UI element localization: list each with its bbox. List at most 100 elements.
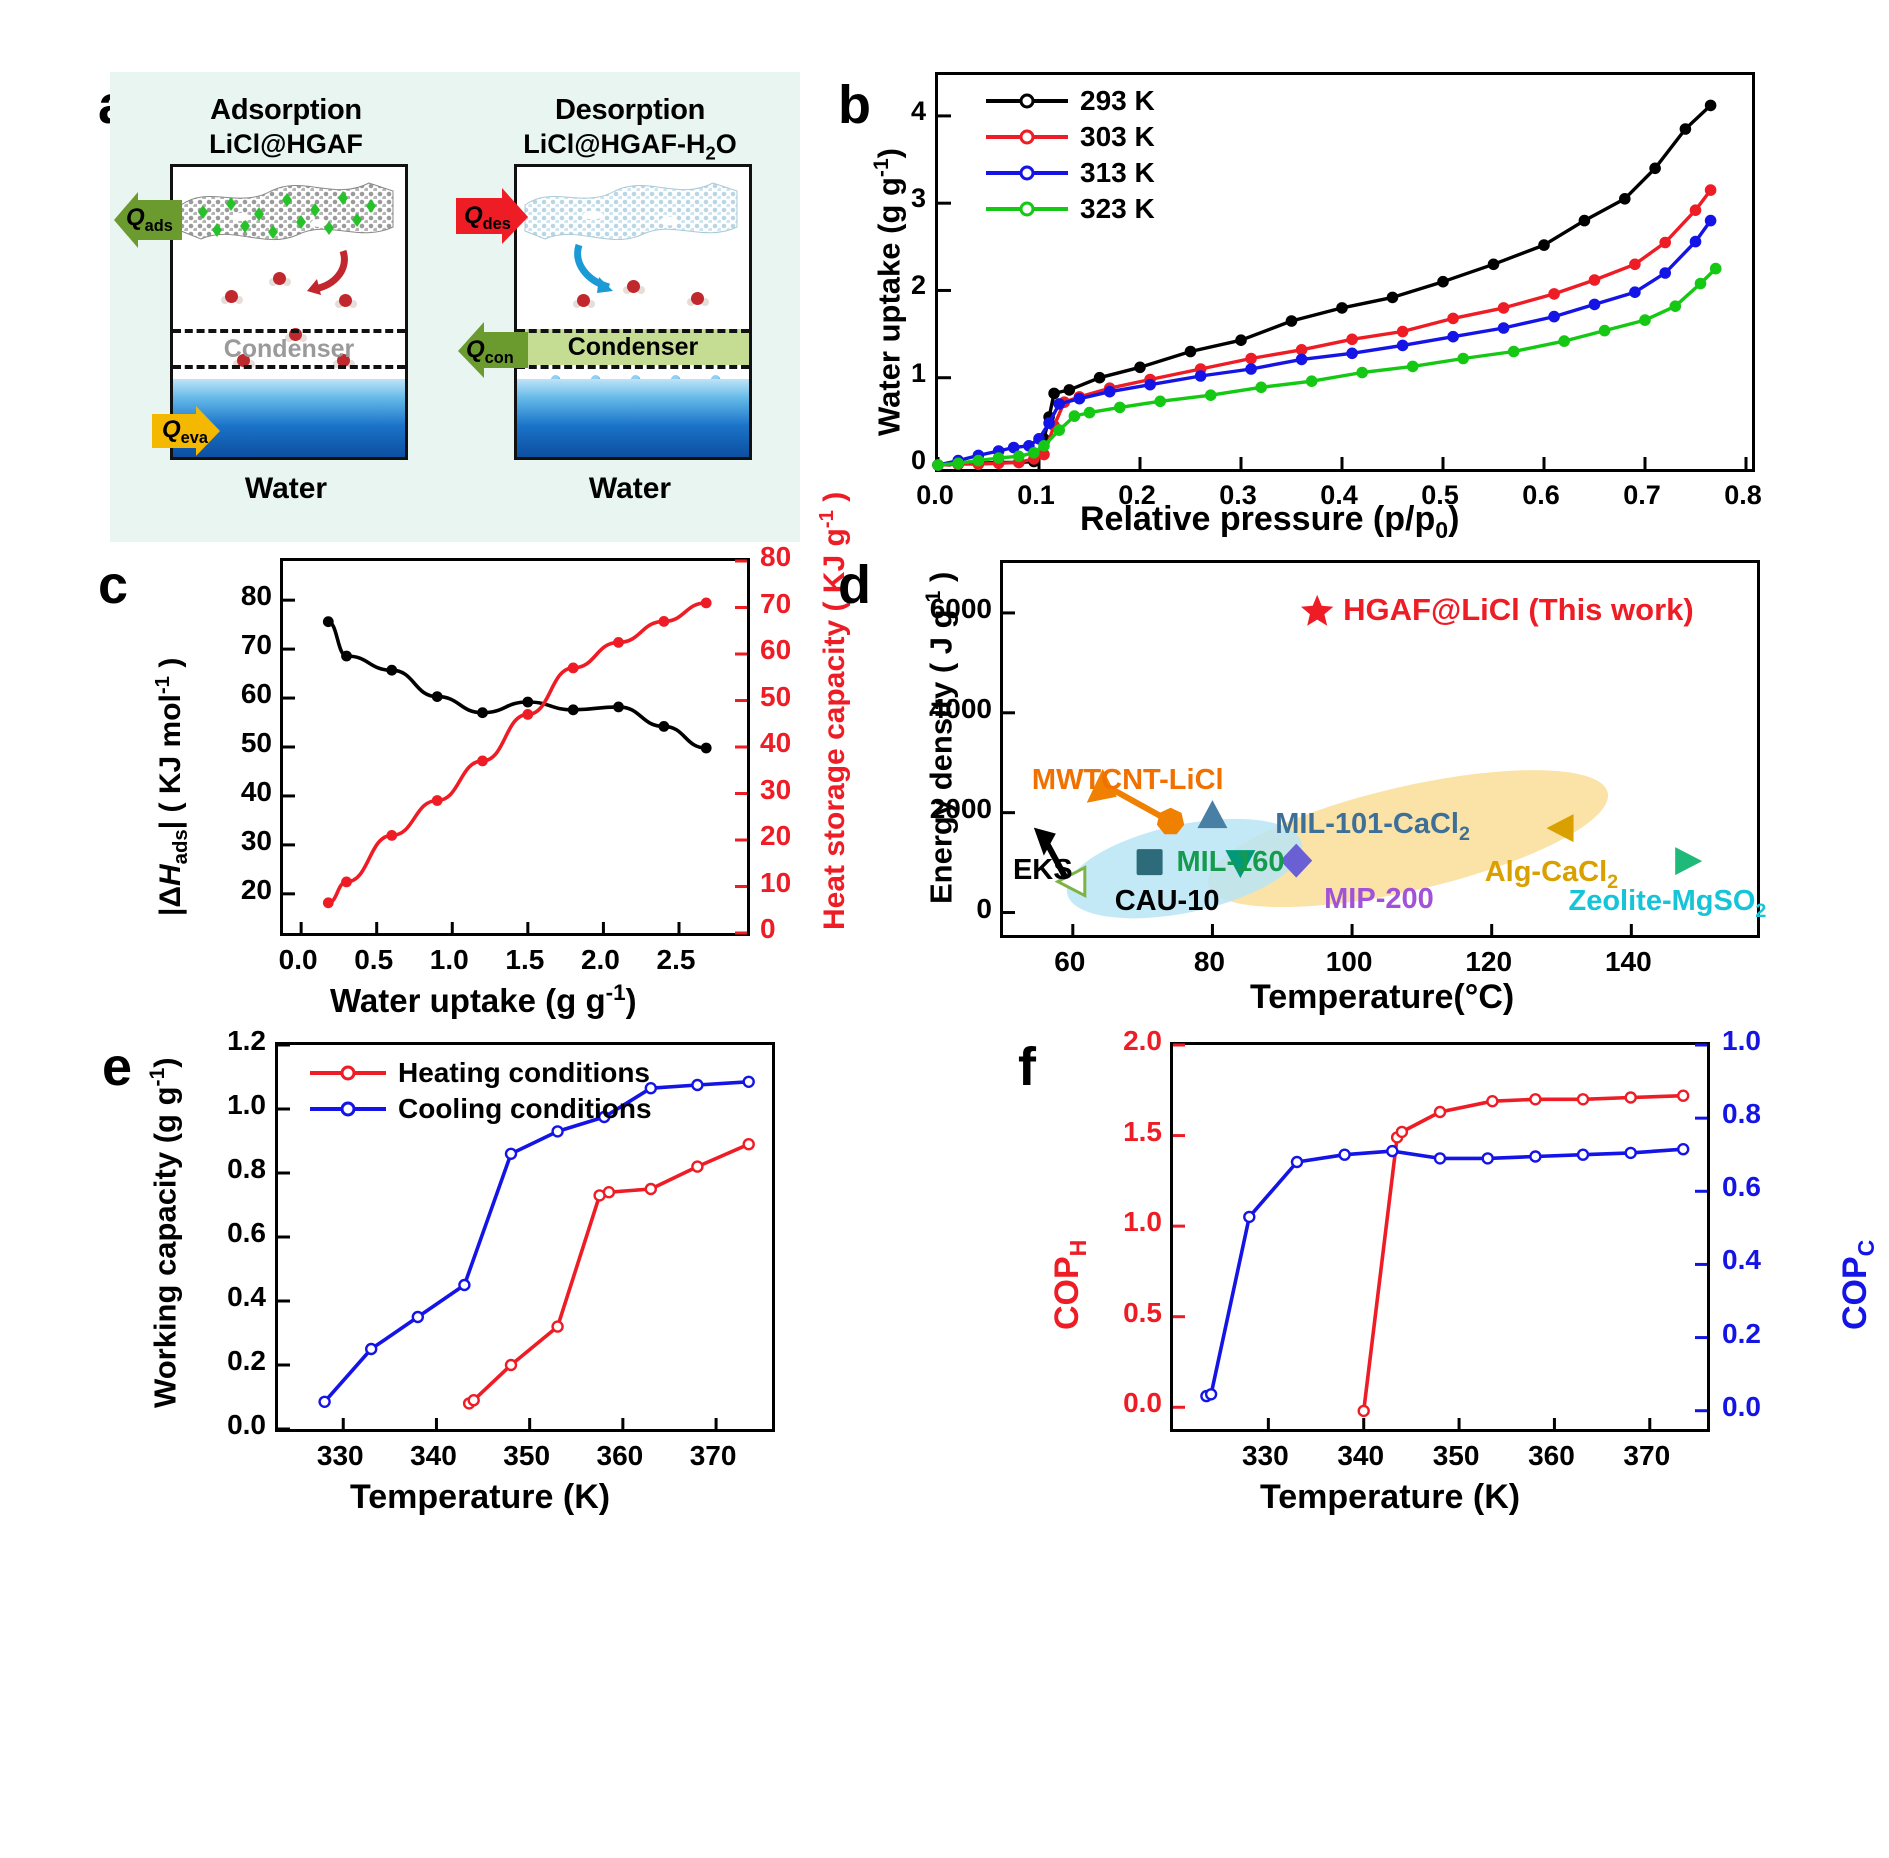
q-eva-arrow	[152, 406, 220, 456]
tick-label: 40	[240, 775, 272, 807]
adsorption-subtitle: LiCl@HGAF	[209, 129, 363, 159]
tick-label: 2.5	[656, 944, 696, 975]
panel-e-y-axis-title: Working capacity (g g-1)	[146, 1057, 183, 1408]
tick-label: 1.0	[1722, 1025, 1761, 1056]
tick-label: 2.0	[1123, 1025, 1162, 1056]
tick-label: 70	[760, 587, 792, 619]
tick-label: 0	[976, 892, 992, 924]
tick-label: 0.4	[1722, 1244, 1761, 1276]
legend-swatch	[310, 1101, 386, 1117]
legend-label: 293 K	[1080, 85, 1155, 116]
panel-a-schematic: Adsorption LiCl@HGAF	[110, 72, 800, 542]
panel-f-curves	[1173, 1043, 1707, 1429]
point-label: MWTCNT-LiCl	[1031, 763, 1224, 796]
tick-label: 0.4	[1320, 480, 1358, 510]
tick-label: 2.0	[580, 944, 620, 975]
tick-label: 340	[410, 1440, 457, 1471]
legend-label: Cooling conditions	[398, 1093, 652, 1124]
water-molecule	[221, 289, 243, 304]
tick-label: 0.0	[1123, 1387, 1162, 1419]
panel-c-x-axis-title: Water uptake (g g-1)	[330, 980, 637, 1019]
q-ads-sub: ads	[144, 216, 173, 235]
panel-f-cop: 0.0 0.5 1.0 1.5 2.0 0.0 0.2 0.4 0.6 0.8 1.0 330 34…	[1000, 1025, 1880, 1530]
blue-cluster-ellipse	[1066, 818, 1303, 919]
condenser-label-adsorption: Condenser	[223, 335, 355, 363]
tick-label: 350	[1432, 1440, 1480, 1471]
graphene-sheet-adsorption	[180, 182, 394, 241]
tick-label: 50	[760, 680, 792, 712]
desorption-title: Desorption	[554, 94, 706, 126]
condenser-band	[517, 329, 749, 365]
panel-label-d: d	[838, 555, 871, 615]
tick-label: 30	[240, 824, 272, 856]
tick-label: 70	[240, 629, 272, 661]
tick-label: 0.8	[227, 1153, 266, 1184]
panel-e-plot-area: Heating conditions Cooling conditions	[275, 1042, 775, 1432]
tick-label: 0.8	[1722, 1098, 1761, 1130]
tick-label: 1	[910, 357, 926, 388]
desorption-cell: Condenser	[514, 164, 752, 460]
tick-label: 40	[760, 727, 792, 758]
tick-label: 370	[1623, 1440, 1671, 1471]
panel-f-left-y-axis-title: COPH	[1048, 1239, 1091, 1330]
tick-label: 0.6	[227, 1217, 266, 1248]
condenser-line-top	[173, 329, 405, 333]
tick-label: 340	[1337, 1440, 1385, 1471]
q-con-sub: con	[484, 348, 514, 367]
q-des-sub: des	[482, 214, 511, 233]
panel-b-x-axis-title: Relative pressure (p/p0)	[1080, 500, 1460, 543]
tick-label: 0.2	[227, 1345, 266, 1376]
tick-label: 330	[1241, 1440, 1289, 1471]
water-molecule	[233, 353, 255, 368]
tick-label: 0.6	[1722, 1171, 1761, 1203]
legend-swatch	[986, 201, 1068, 217]
tick-label: 20	[240, 873, 272, 905]
q-eva-label: Q	[162, 416, 181, 443]
adsorption-flow-arrow	[307, 249, 348, 295]
panel-b-legend: 293 K 303 K 313 K 323 K	[984, 85, 1155, 229]
panel-d-y-axis-title: Energy density ( J g-1 )	[922, 571, 959, 904]
tick-label: 60	[240, 678, 272, 710]
legend-item: Heating conditions	[308, 1057, 652, 1089]
point-label: HGAF@LiCl (This work)	[1343, 591, 1694, 627]
legend-item: Cooling conditions	[308, 1093, 652, 1125]
tick-label: 120	[1465, 946, 1513, 977]
legend-swatch	[986, 129, 1068, 145]
graphene-sheet-desorption	[524, 182, 738, 241]
tick-label: 0.5	[1123, 1296, 1162, 1328]
tick-label: 1.5	[505, 944, 545, 975]
tick-label: 330	[316, 1440, 364, 1471]
panel-d-comparison: HGAF@LiCl (This work) MWTCNT-LiCl MIL-101-…	[830, 548, 1870, 1018]
tick-label: 1.0	[1123, 1206, 1162, 1238]
orange-cluster-ellipse	[1207, 770, 1609, 908]
water-label-right: Water	[588, 472, 672, 505]
tick-label: 0.2	[1118, 480, 1156, 510]
q-ads-label: Q	[126, 204, 145, 231]
tick-label: 0.1	[1017, 480, 1055, 510]
desorption-header: Desorption LiCl@HGAF-H2O	[480, 94, 780, 164]
condenser-line-bottom	[517, 365, 749, 369]
tick-label: 20	[760, 820, 792, 851]
legend-item: 303 K	[984, 121, 1155, 153]
adsorption-cell: Condenser	[170, 164, 408, 460]
tick-label: 0.0	[916, 480, 954, 510]
tick-label: 0.8	[1724, 480, 1762, 510]
tick-label: 60	[1054, 946, 1086, 977]
panel-label-b: b	[838, 75, 871, 135]
legend-item: 313 K	[984, 157, 1155, 189]
legend-swatch	[986, 165, 1068, 181]
tick-label: 1.0	[227, 1089, 266, 1120]
tick-label: 80	[760, 541, 792, 572]
mwtcnt-arrow	[1086, 768, 1117, 803]
q-ads-arrow	[114, 192, 182, 248]
panel-label-e: e	[102, 1037, 133, 1097]
panel-c-enthalpy: 20 30 40 50 60 70 80 0 10 20 30 40 50 60 70 80 0.0 0.5 1…	[100, 492, 851, 1019]
panel-c-left-y-axis-title: |ΔHads| ( KJ mol-1 )	[152, 657, 192, 916]
tick-label: 80	[1193, 946, 1226, 977]
water-molecule	[623, 279, 645, 294]
point-label: MIL-101-CaCl2	[1275, 808, 1470, 845]
tick-label: 0.4	[227, 1281, 266, 1312]
tick-label: 360	[596, 1440, 644, 1471]
q-eva-sub: eva	[180, 428, 208, 447]
tick-label: 1.2	[227, 1025, 266, 1056]
